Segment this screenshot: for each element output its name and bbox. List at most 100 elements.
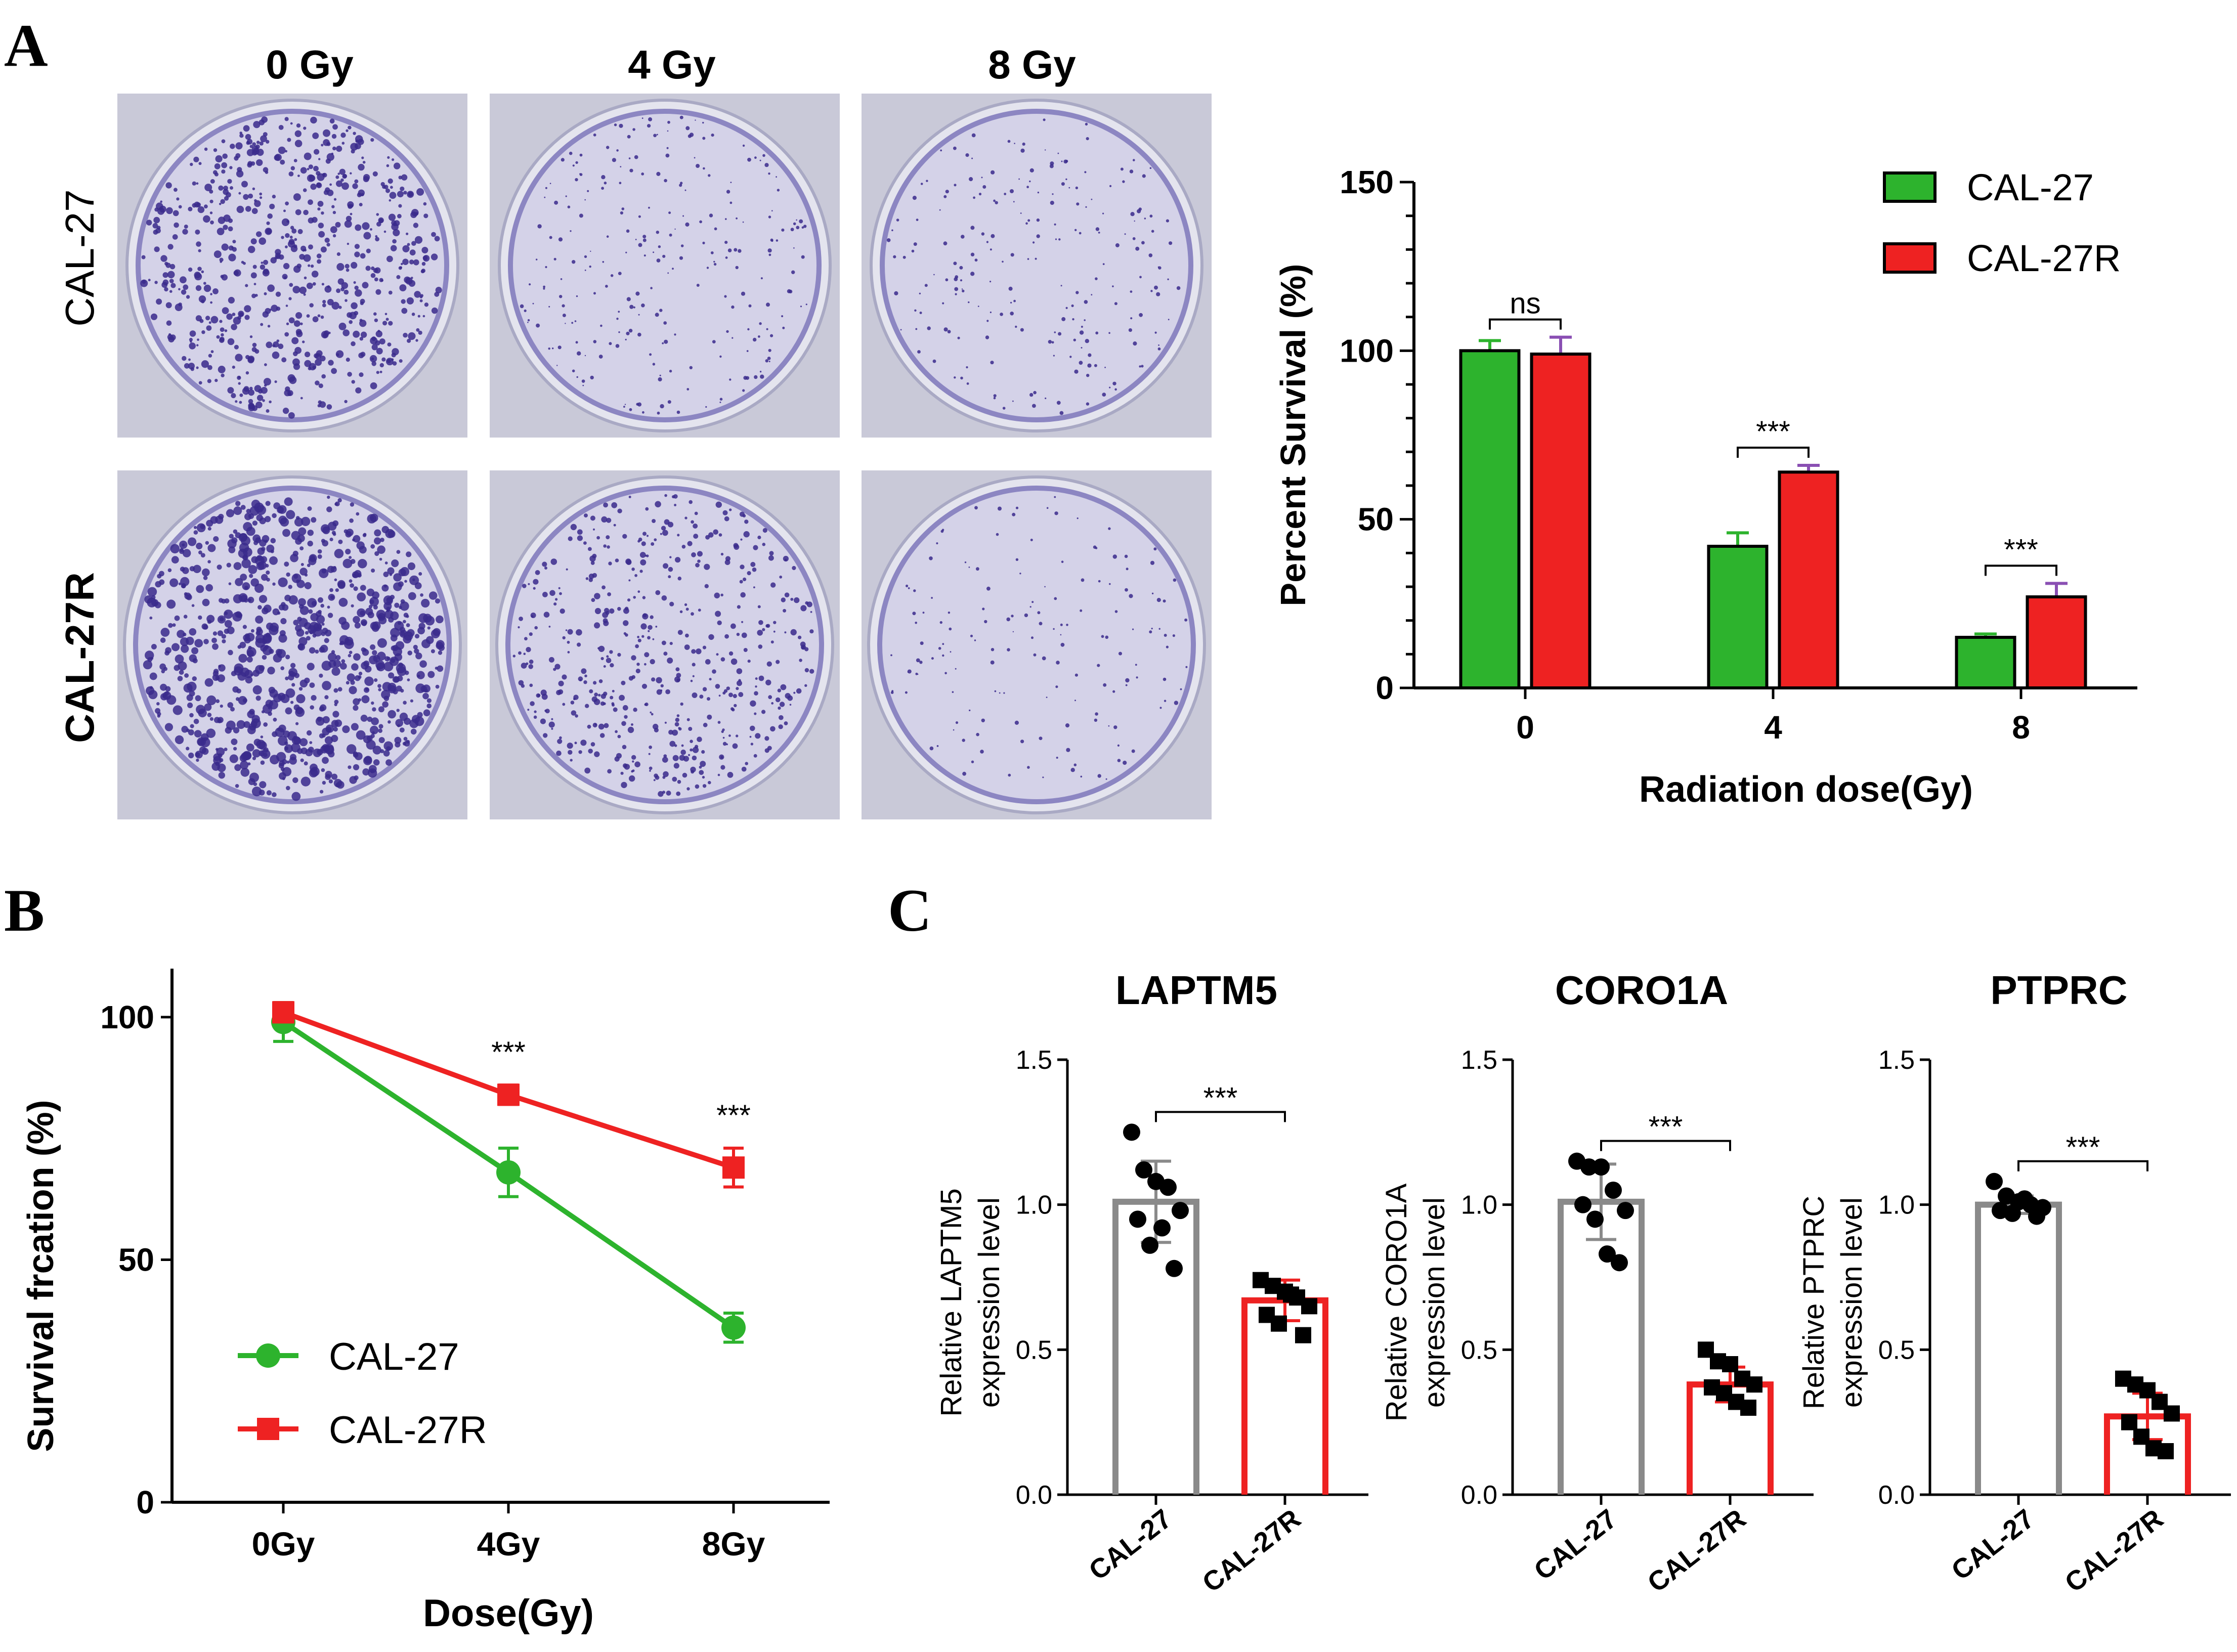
chart-c-coro1a-bar [1558, 1198, 1645, 1495]
plate-r1-c1-colony [770, 640, 774, 644]
plate-r1-c1-colony [688, 727, 693, 731]
plate-r1-c1-colony [765, 679, 771, 686]
plate-r0-c1-colony [577, 351, 581, 356]
plate-r1-c0-colony [361, 621, 367, 626]
plate-r0-c1-colony [771, 210, 773, 212]
chart-b-x-tick-label: 4Gy [477, 1525, 540, 1562]
plate-r0-c1-colony [747, 328, 750, 331]
plate-r0-c1-colony [776, 176, 777, 178]
plate-r1-c1-colony [625, 606, 629, 611]
plate-r1-c1-colony [669, 642, 673, 645]
plate-r0-c2-colony [1020, 148, 1025, 153]
plate-r1-c1-colony [681, 744, 684, 747]
plate-r0-c2-colony [993, 199, 996, 202]
plate-r1-c1-colony [543, 612, 550, 618]
plate-r0-c0-colony [288, 171, 294, 177]
plate-r1-c0-colony [370, 622, 379, 630]
plate-r1-c0-colony [371, 717, 379, 725]
plate-r1-c0-colony [337, 498, 342, 503]
plate-r1-c0-colony [240, 760, 249, 770]
plate-r1-c1-colony [540, 718, 546, 724]
plate-r1-c0-colony [186, 728, 190, 732]
plate-r1-c1-colony [725, 556, 731, 561]
plate-r0-c0-colony [250, 238, 257, 245]
plate-r0-c2-colony [954, 376, 956, 379]
plate-r1-c1-colony [679, 610, 683, 614]
plate-r0-c0-colony [204, 204, 208, 209]
plate-r0-c2-colony [1130, 290, 1133, 293]
plate-r0-c2-colony [1135, 246, 1140, 251]
plate-r1-c0-colony [388, 720, 391, 724]
plate-r0-c0-colony [303, 188, 307, 192]
plate-r1-c1-colony [607, 545, 610, 549]
plate-r1-c0-colony [351, 663, 359, 671]
plate-r0-c0-colony [223, 214, 231, 222]
plate-r1-c0-colony [367, 716, 373, 722]
plate-r1-c0-colony [322, 757, 329, 764]
plate-r1-c1-colony [691, 612, 694, 616]
plate-r1-c1-colony [783, 555, 789, 562]
plate-r1-c1-colony [596, 536, 600, 540]
plate-r0-c1-colony [668, 211, 671, 214]
plate-r1-c0-colony [217, 718, 222, 723]
plate-r0-c0-colony [355, 224, 362, 231]
plate-r0-c0-colony [370, 138, 374, 142]
plate-r0-c0-colony [309, 303, 314, 308]
plate-r0-c0-colony [308, 164, 314, 169]
plate-r0-c0-colony [261, 116, 268, 123]
plate-r0-c0-colony [239, 312, 244, 317]
plate-r0-c1-colony [575, 341, 578, 344]
plate-r1-c1-colony [533, 715, 537, 719]
plate-r1-c0-colony [243, 721, 250, 728]
plate-r0-c0-colony [256, 231, 262, 237]
plate-r1-c1-colony [651, 677, 656, 682]
plate-r1-c1-colony [679, 755, 685, 761]
plate-r1-c0-colony [148, 690, 158, 700]
plate-r1-c0-colony [252, 670, 260, 677]
plate-r1-c1-colony [685, 607, 689, 611]
plate-r0-c1-colony [545, 187, 547, 189]
plate-r0-c2-colony [932, 359, 936, 363]
plate-r1-c0-colony [393, 689, 398, 694]
plate-r1-c0-colony [199, 746, 206, 754]
plate-r1-c2-colony [1033, 653, 1037, 657]
plate-r1-c1-colony [789, 704, 792, 706]
plate-r1-c0-colony [406, 623, 410, 627]
plate-r1-c1-colony [628, 496, 631, 498]
plate-r1-c0-colony [262, 655, 267, 660]
plate-r0-c1-colony [724, 295, 727, 298]
plate-r1-c1-colony [559, 736, 562, 740]
plate-r1-c1-colony [623, 620, 629, 626]
plate-r0-c0-colony [261, 386, 268, 394]
plate-r0-c0-colony [167, 244, 174, 250]
plate-r1-c1-colony [648, 753, 651, 755]
chart-a-bar [1955, 636, 2016, 689]
plate-r0-c0-colony [422, 315, 425, 318]
plate-r1-c1-colony [584, 513, 588, 518]
plate-r1-c0-colony [236, 697, 240, 701]
plate-r1-c0-colony [374, 678, 378, 682]
plate-r1-c2-colony [1166, 645, 1169, 648]
plate-r0-c1-colony [579, 213, 583, 218]
plate-r0-c0-colony [392, 361, 397, 366]
plate-r0-c0-colony [374, 318, 378, 322]
plate-r1-c1-colony [798, 635, 802, 639]
plate-r1-c0-colony [353, 535, 361, 543]
plate-r0-c2-colony [1033, 241, 1035, 244]
chart-c-laptm5-y-tick-label: 0.5 [1016, 1335, 1052, 1365]
plate-r0-c0-colony [346, 358, 350, 362]
plate-r1-c2-colony [1131, 749, 1135, 753]
plate-r0-c1-colony [641, 117, 643, 119]
plate-r1-c1-colony [754, 691, 758, 695]
plate-r0-c1-colony [803, 225, 807, 228]
plate-r0-c0-colony [293, 193, 301, 201]
plate-r1-c0-colony [389, 573, 393, 576]
plate-r1-c0-colony [435, 667, 438, 670]
plate-r1-c1-colony [705, 659, 711, 665]
plate-r1-c1-colony [529, 659, 534, 664]
plate-r0-c0-colony [259, 237, 266, 245]
plate-r1-c0-colony [196, 523, 206, 533]
plate-r1-c2-colony [1042, 776, 1044, 778]
plate-r1-c1-colony [650, 711, 652, 714]
